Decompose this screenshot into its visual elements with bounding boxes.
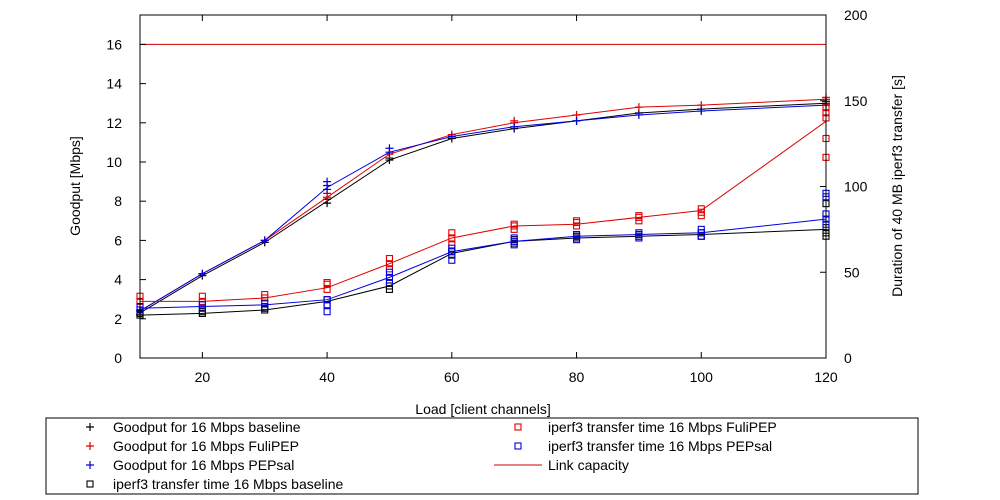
legend-item-link-capacity: Link capacity: [494, 457, 629, 473]
data-point-iperf3-transfer-time-16-mbps-fulipep: [323, 285, 331, 293]
legend-item-iperf3-transfer-time-16-mbps-fulipep: iperf3 transfer time 16 Mbps FuliPEP: [514, 419, 777, 435]
data-point-iperf3-transfer-time-16-mbps-fulipep: [261, 290, 269, 299]
x-tick-label: 80: [569, 369, 585, 385]
legend-swatch-iperf3-transfer-time-16-mbps-fulipep: [514, 423, 522, 431]
x-axis-label: Load [client channels]: [415, 401, 550, 417]
legend-label-goodput-for-16-mbps-baseline: Goodput for 16 Mbps baseline: [113, 419, 301, 435]
y-tick-label: 0: [114, 350, 122, 366]
y-axis-label: Goodput [Mbps]: [67, 136, 83, 236]
plot-area-frame: [139, 14, 827, 359]
legend-label-iperf3-transfer-time-16-mbps-fulipep: iperf3 transfer time 16 Mbps FuliPEP: [548, 419, 777, 435]
data-point-iperf3-transfer-time-16-mbps-pepsal: [385, 268, 394, 276]
legend-swatch-iperf3-transfer-time-16-mbps-pepsal: [514, 442, 522, 450]
y-tick-label: 8: [114, 193, 122, 209]
y2-tick-label: 100: [844, 179, 868, 195]
data-point-goodput-for-16-mbps-pepsal: [447, 132, 456, 141]
series-goodput-for-16-mbps-baseline: [136, 97, 830, 319]
series-line-goodput-for-16-mbps-pepsal: [139, 104, 827, 312]
y-tick-label: 14: [106, 76, 122, 92]
series-line-iperf3-transfer-time-16-mbps-pepsal: [139, 218, 827, 309]
data-point-goodput-for-16-mbps-pepsal: [385, 144, 394, 153]
data-point-iperf3-transfer-time-16-mbps-fulipep: [448, 229, 456, 237]
legend-item-goodput-for-16-mbps-fulipep: Goodput for 16 Mbps FuliPEP: [86, 438, 299, 454]
data-layer: [136, 43, 830, 319]
series-line-goodput-for-16-mbps-baseline: [139, 102, 827, 314]
data-point-iperf3-transfer-time-16-mbps-fulipep: [448, 234, 456, 242]
legend-item-goodput-for-16-mbps-pepsal: Goodput for 16 Mbps PEPsal: [86, 457, 294, 473]
legend-label-iperf3-transfer-time-16-mbps-pepsal: iperf3 transfer time 16 Mbps PEPsal: [548, 438, 772, 454]
legend-swatch-goodput-for-16-mbps-baseline: [86, 423, 94, 431]
series-line-iperf3-transfer-time-16-mbps-baseline: [139, 228, 827, 316]
y-tick-label: 2: [114, 311, 122, 327]
axis-layer: 20 40 60 80 100 120 0 2 4 6 8 10 12 14 16 0 50 100 150 200: [106, 7, 867, 385]
data-point-iperf3-transfer-time-16-mbps-pepsal: [572, 230, 581, 239]
legend-swatch-goodput-for-16-mbps-pepsal: [86, 461, 94, 469]
x-tick-label: 40: [319, 369, 335, 385]
data-point-goodput-for-16-mbps-fulipep: [634, 103, 643, 112]
legend-label-link-capacity: Link capacity: [548, 457, 629, 473]
y-tick-label: 10: [106, 154, 122, 170]
data-point-iperf3-transfer-time-16-mbps-fulipep: [510, 220, 518, 228]
series-iperf3-transfer-time-16-mbps-pepsal: [136, 189, 830, 316]
data-point-iperf3-transfer-time-16-mbps-pepsal: [448, 244, 456, 252]
data-point-iperf3-transfer-time-16-mbps-fulipep: [697, 205, 705, 213]
y-tick-label: 12: [106, 115, 122, 131]
data-point-iperf3-transfer-time-16-mbps-pepsal: [510, 234, 518, 242]
data-point-iperf3-transfer-time-16-mbps-fulipep: [323, 278, 331, 287]
data-point-iperf3-transfer-time-16-mbps-fulipep: [385, 254, 394, 263]
legend-label-goodput-for-16-mbps-pepsal: Goodput for 16 Mbps PEPsal: [113, 457, 294, 473]
data-point-iperf3-transfer-time-16-mbps-fulipep: [635, 212, 643, 220]
legend-item-iperf3-transfer-time-16-mbps-pepsal: iperf3 transfer time 16 Mbps PEPsal: [514, 438, 772, 454]
data-point-goodput-for-16-mbps-pepsal: [260, 236, 269, 245]
data-point-goodput-for-16-mbps-pepsal: [572, 116, 581, 125]
series-iperf3-transfer-time-16-mbps-fulipep: [136, 104, 830, 305]
y2-tick-label: 0: [844, 350, 852, 366]
x-tick-label: 60: [444, 369, 460, 385]
data-point-iperf3-transfer-time-16-mbps-pepsal: [261, 299, 269, 307]
data-point-iperf3-transfer-time-16-mbps-pepsal: [385, 278, 394, 287]
legend-item-goodput-for-16-mbps-baseline: Goodput for 16 Mbps baseline: [86, 419, 301, 435]
legend-swatch-goodput-for-16-mbps-fulipep: [86, 442, 94, 450]
data-point-iperf3-transfer-time-16-mbps-fulipep: [198, 292, 206, 300]
data-point-iperf3-transfer-time-16-mbps-pepsal: [635, 229, 643, 237]
y-tick-label: 6: [114, 232, 122, 248]
data-point-goodput-for-16-mbps-pepsal: [510, 122, 519, 131]
data-point-iperf3-transfer-time-16-mbps-pepsal: [385, 273, 394, 281]
data-point-iperf3-transfer-time-16-mbps-pepsal: [323, 308, 331, 316]
x-tick-label: 100: [690, 369, 714, 385]
x-tick-label: 120: [814, 369, 838, 385]
legend-box: [45, 417, 919, 495]
series-line-iperf3-transfer-time-16-mbps-fulipep: [140, 120, 827, 302]
data-point-goodput-for-16-mbps-pepsal: [323, 177, 332, 186]
data-point-iperf3-transfer-time-16-mbps-fulipep: [572, 217, 581, 225]
legend-swatch-iperf3-transfer-time-16-mbps-baseline: [86, 480, 94, 488]
data-point-iperf3-transfer-time-16-mbps-pepsal: [697, 225, 705, 233]
y2-tick-label: 50: [844, 264, 860, 280]
y2-tick-label: 150: [844, 93, 868, 109]
y-tick-label: 4: [114, 272, 122, 288]
legend-label-iperf3-transfer-time-16-mbps-baseline: iperf3 transfer time 16 Mbps baseline: [113, 476, 344, 492]
y2-axis-label: Duration of 40 MB iperf3 transfer [s]: [889, 75, 905, 297]
data-point-goodput-for-16-mbps-pepsal: [634, 110, 643, 119]
data-point-iperf3-transfer-time-16-mbps-pepsal: [198, 301, 206, 309]
data-point-goodput-for-16-mbps-pepsal: [198, 269, 207, 278]
legend-item-iperf3-transfer-time-16-mbps-baseline: iperf3 transfer time 16 Mbps baseline: [86, 476, 344, 492]
data-point-iperf3-transfer-time-16-mbps-pepsal: [448, 256, 456, 264]
legend: Goodput for 16 Mbps baseline Goodput for …: [86, 419, 777, 492]
series-line-goodput-for-16-mbps-fulipep: [139, 98, 827, 312]
y2-tick-label: 200: [844, 7, 868, 23]
y-tick-label: 16: [106, 36, 122, 52]
x-tick-label: 20: [195, 369, 211, 385]
data-point-iperf3-transfer-time-16-mbps-fulipep: [385, 260, 394, 268]
series-goodput-for-16-mbps-fulipep: [136, 93, 830, 315]
series-iperf3-transfer-time-16-mbps-baseline: [136, 200, 830, 319]
legend-label-goodput-for-16-mbps-fulipep: Goodput for 16 Mbps FuliPEP: [113, 438, 299, 454]
data-point-iperf3-transfer-time-16-mbps-pepsal: [323, 296, 331, 304]
data-point-goodput-for-16-mbps-pepsal: [697, 107, 706, 116]
data-point-iperf3-transfer-time-16-mbps-pepsal: [323, 301, 331, 309]
